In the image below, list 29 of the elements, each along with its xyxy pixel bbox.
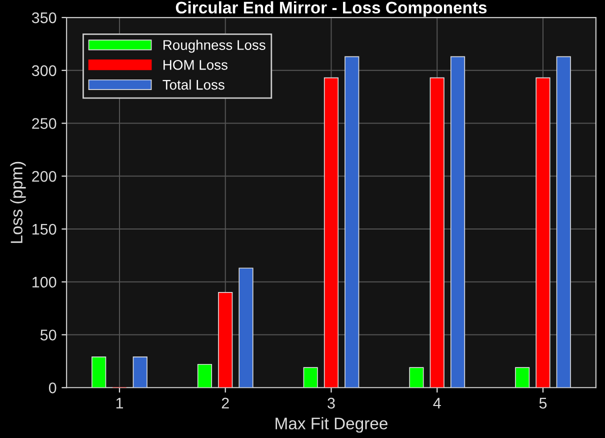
legend-label: Total Loss — [162, 80, 224, 90]
x-tick-label: 2 — [222, 398, 229, 408]
y-tick-label: 50 — [40, 330, 56, 340]
bar — [238, 268, 254, 388]
legend-label: HOM Loss — [164, 60, 228, 70]
y-tick-label: 0 — [48, 382, 56, 394]
bar — [450, 56, 466, 388]
y-axis-title: Loss (ppm) — [10, 162, 26, 243]
bar — [515, 367, 530, 388]
x-tick-label: 1 — [116, 398, 123, 408]
y-tick-label: 200 — [32, 171, 56, 182]
y-tick-label: 250 — [32, 118, 56, 129]
bar — [556, 56, 571, 388]
y-tick-label: 350 — [32, 12, 56, 24]
bar — [303, 367, 318, 388]
y-tick-label: 100 — [32, 276, 56, 288]
bar — [409, 367, 424, 388]
x-tick-label: 5 — [539, 398, 547, 409]
y-tick-label: 300 — [32, 65, 56, 76]
x-tick-label: 3 — [328, 398, 335, 409]
legend-label: Roughness Loss — [164, 40, 266, 53]
bar — [132, 356, 148, 388]
y-tick-label: 150 — [32, 224, 56, 235]
chart-title: Circular End Mirror - Loss Components — [176, 1, 487, 17]
x-tick-label: 4 — [433, 398, 441, 408]
bar — [197, 364, 212, 388]
x-axis-title: Max Fit Degree — [276, 417, 388, 433]
bar — [344, 56, 360, 388]
bar — [92, 356, 106, 388]
